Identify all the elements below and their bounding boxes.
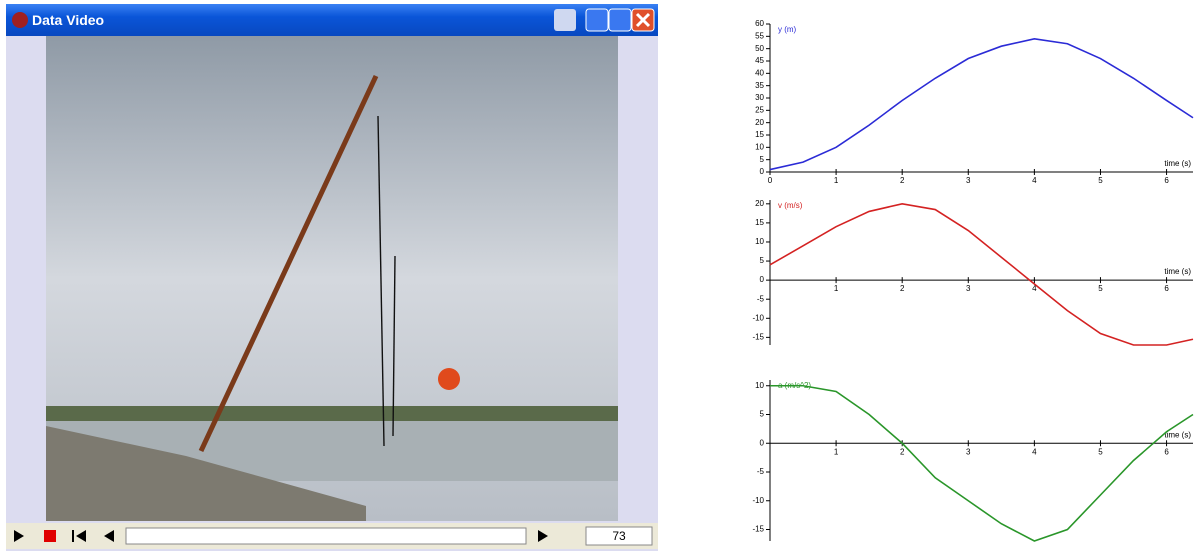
y-tick-label: 25	[755, 105, 764, 114]
x-tick-label: 0	[768, 176, 773, 185]
y-tick-label: -15	[752, 525, 764, 534]
y-tick-label: 35	[755, 81, 764, 90]
y-tick-label: 0	[760, 275, 765, 284]
y-tick-label: 0	[760, 167, 765, 176]
y-tick-label: 5	[760, 155, 765, 164]
y-tick-label: 15	[755, 218, 764, 227]
play-button[interactable]	[14, 530, 24, 542]
y-tick-label: 20	[755, 118, 764, 127]
y-tick-label: -10	[752, 313, 764, 322]
x-axis-label: time (s)	[1164, 430, 1191, 439]
y-tick-label: -15	[752, 332, 764, 341]
y-tick-label: 40	[755, 68, 764, 77]
x-tick-label: 6	[1164, 284, 1169, 293]
y-tick-label: 10	[755, 381, 764, 390]
x-tick-label: 5	[1098, 447, 1103, 456]
pin-button[interactable]	[554, 9, 576, 31]
minimize-button[interactable]	[586, 9, 608, 31]
y-tick-label: 0	[760, 438, 765, 447]
y-tick-label: 5	[760, 256, 765, 265]
data-line	[770, 204, 1193, 345]
y-axis-label: y (m)	[778, 25, 797, 34]
y-tick-label: 60	[755, 19, 764, 28]
y-tick-label: 5	[760, 410, 765, 419]
y-tick-label: 45	[755, 56, 764, 65]
x-tick-label: 5	[1098, 176, 1103, 185]
frame-counter: 73	[612, 529, 626, 543]
start-button[interactable]	[72, 530, 74, 542]
y-tick-label: 30	[755, 93, 764, 102]
stop-button[interactable]	[44, 530, 56, 542]
page: {"window": {"title": "Data Video", "fram…	[0, 0, 1198, 551]
control-bar: 73	[6, 523, 658, 549]
y-tick-label: 15	[755, 130, 764, 139]
video-area	[6, 36, 658, 551]
data-line	[770, 386, 1193, 541]
x-tick-label: 3	[966, 284, 971, 293]
x-tick-label: 4	[1032, 176, 1037, 185]
x-tick-label: 2	[900, 284, 905, 293]
x-tick-label: 2	[900, 447, 905, 456]
y-tick-label: 10	[755, 237, 764, 246]
y-axis-label: v (m/s)	[778, 201, 803, 210]
x-tick-label: 1	[834, 447, 839, 456]
x-tick-label: 4	[1032, 447, 1037, 456]
controls: 73	[6, 523, 658, 549]
x-axis-label: time (s)	[1164, 267, 1191, 276]
y-tick-label: -5	[757, 294, 765, 303]
video-window: Data Video 73	[6, 4, 658, 551]
x-tick-label: 2	[900, 176, 905, 185]
window-title: Data Video	[32, 12, 104, 28]
y-tick-label: -10	[752, 496, 764, 505]
x-tick-label: 5	[1098, 284, 1103, 293]
y-tick-label: -5	[757, 467, 765, 476]
y-tick-label: 10	[755, 142, 764, 151]
y-tick-label: 50	[755, 44, 764, 53]
x-tick-label: 6	[1164, 176, 1169, 185]
y-tick-label: 20	[755, 199, 764, 208]
step-back-button[interactable]	[104, 530, 114, 542]
data-line	[770, 39, 1193, 170]
step-forward-button[interactable]	[538, 530, 548, 542]
y-tick-label: 55	[755, 31, 764, 40]
x-tick-label: 3	[966, 176, 971, 185]
x-tick-label: 1	[834, 176, 839, 185]
x-tick-label: 6	[1164, 447, 1169, 456]
window-buttons[interactable]	[546, 6, 656, 34]
app-icon	[10, 10, 30, 30]
x-axis-label: time (s)	[1164, 159, 1191, 168]
x-tick-label: 1	[834, 284, 839, 293]
timeline-slider[interactable]	[126, 528, 526, 544]
maximize-button[interactable]	[609, 9, 631, 31]
title-bar: Data Video	[6, 4, 658, 36]
x-tick-label: 3	[966, 447, 971, 456]
